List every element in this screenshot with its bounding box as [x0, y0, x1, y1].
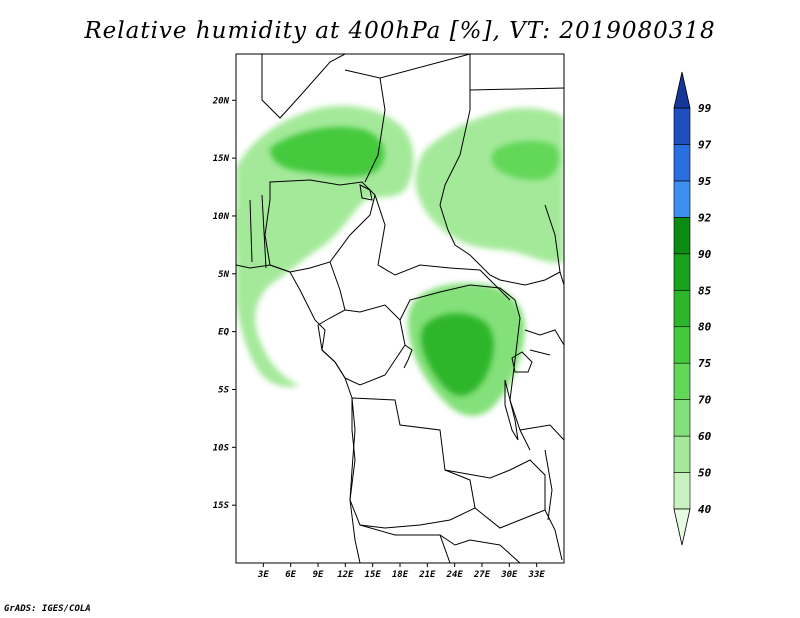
lon-tick-label: 18E: [392, 570, 409, 580]
colorbar-bin: [673, 107, 691, 145]
chart-title: Relative humidity at 400hPa [%], VT: 201…: [84, 18, 716, 44]
border-botswana: [439, 534, 521, 563]
border-gabon: [317, 324, 346, 379]
lon-tick-label: 6E: [285, 570, 296, 580]
humidity-region-west-patch: [236, 208, 269, 260]
border-malawi: [544, 449, 553, 521]
colorbar-label: 80: [698, 321, 712, 334]
border-chad-sudan: [439, 184, 456, 246]
colorbar-bin: [673, 253, 691, 291]
border-nigeria: [264, 179, 376, 273]
colorbar-bin: [673, 326, 691, 364]
lat-tick-label: 15S: [213, 501, 230, 511]
humidity-fill-layer: [236, 105, 564, 416]
colorbar-bin: [673, 180, 691, 218]
border-cameroon: [317, 261, 346, 326]
humidity-region-sahel-east: [415, 107, 564, 263]
lon-tick-label: 3E: [257, 570, 269, 580]
lon-tick-label: 33E: [528, 570, 546, 580]
grads-credit: GrADS: IGES/COLA: [4, 604, 91, 614]
coastline-west: [236, 264, 361, 563]
lon-tick-label: 12E: [337, 570, 354, 580]
lake-chad: [359, 184, 373, 201]
lat-tick-label: 20N: [212, 96, 230, 106]
border-congo: [344, 304, 406, 386]
colorbar-under-arrow: [673, 508, 691, 546]
lake-victoria: [511, 351, 533, 373]
border-mozambique: [544, 509, 563, 561]
lat-tick-label: 5S: [218, 385, 229, 395]
river-congo: [403, 344, 413, 369]
humidity-region-sahel-east-core: [491, 140, 560, 181]
humidity-region-sahel-west-core: [270, 126, 385, 177]
lon-tick-label: 15E: [365, 570, 382, 580]
longitude-axis: 3E 6E 9E 12E 15E 18E 21E 24E 27E 30E 33E: [257, 563, 545, 580]
lat-tick-label: 10S: [213, 443, 230, 453]
country-borders: [236, 54, 564, 563]
colorbar-bin: [673, 144, 691, 182]
lon-tick-label: 27E: [473, 570, 491, 580]
border-drc: [399, 284, 531, 451]
colorbar-bin: [673, 472, 691, 510]
border-namibia: [359, 524, 501, 546]
lon-tick-label: 30E: [500, 570, 518, 580]
border-niger-chad: [344, 69, 386, 183]
colorbar-bin: [673, 362, 691, 400]
border-benin-togo: [249, 194, 267, 269]
lat-tick-label: 15N: [213, 154, 230, 164]
border-zambia: [444, 459, 546, 529]
colorbar-label: 90: [698, 248, 712, 261]
colorbar-label: 50: [698, 467, 712, 480]
colorbar-label: 75: [698, 357, 712, 370]
border-uganda-kenya: [524, 329, 564, 356]
border-libya-sudan: [379, 54, 471, 186]
colorbar-label: 95: [698, 175, 712, 188]
lat-tick-label: 10N: [213, 212, 230, 222]
colorbar-label: 97: [698, 138, 712, 151]
colorbar-label: 99: [698, 102, 712, 115]
colorbar-label: 40: [698, 503, 712, 516]
lon-tick-label: 21E: [418, 570, 436, 580]
colorbar-bin: [673, 435, 691, 473]
colorbar-label: 70: [698, 394, 712, 407]
border-egypt: [469, 87, 564, 91]
border-tanzania: [519, 424, 564, 441]
border-sudan-south: [454, 244, 561, 286]
humidity-region-sahel-west: [236, 105, 414, 387]
border-angola: [349, 397, 476, 529]
latitude-axis: 20N 15N 10N 5N EQ 5S 10S 15S: [212, 96, 236, 511]
lat-tick-label: 5N: [218, 270, 229, 280]
lon-tick-label: 9E: [313, 570, 324, 580]
colorbar-label: 92: [698, 211, 712, 224]
lat-tick-label: EQ: [218, 328, 229, 338]
colorbar: 40 50 60 70 75 80 85 90 92 95 97 99: [673, 71, 712, 546]
colorbar-label: 60: [698, 430, 712, 443]
humidity-region-congo-basin-core: [421, 313, 494, 396]
lake-tanganyika: [504, 379, 519, 441]
border-car: [374, 194, 511, 301]
border-algeria-libya: [261, 54, 346, 119]
colorbar-over-arrow: [673, 71, 691, 109]
border-ethiopia: [544, 204, 564, 286]
colorbar-bin: [673, 289, 691, 328]
colorbar-label: 85: [698, 284, 712, 297]
colorbar-bin: [673, 399, 691, 437]
colorbar-bin: [673, 217, 691, 255]
lon-tick-label: 24E: [446, 570, 464, 580]
